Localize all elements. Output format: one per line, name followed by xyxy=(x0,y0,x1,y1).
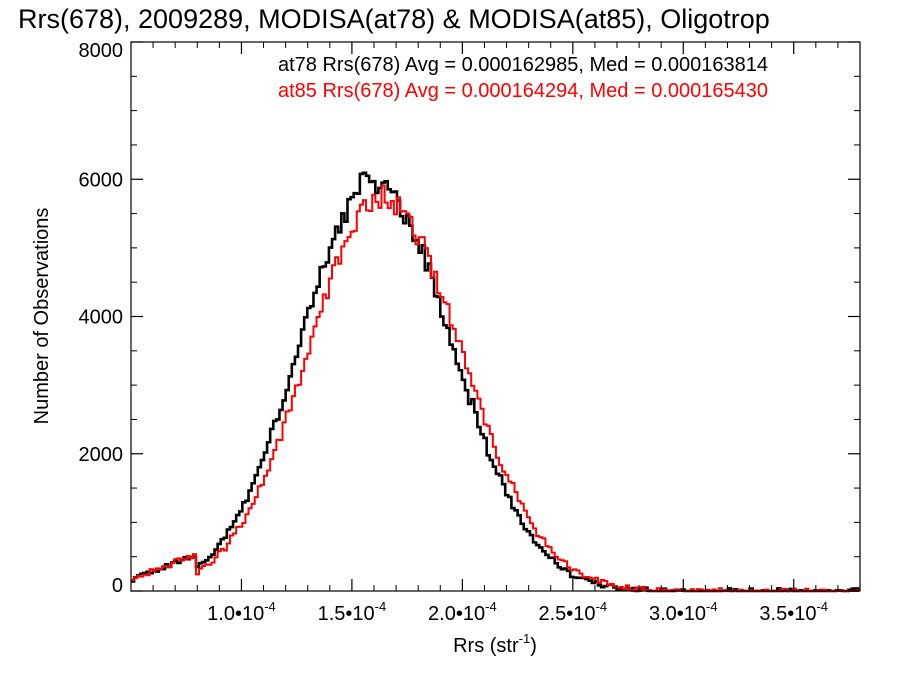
y-tick-label: 2000 xyxy=(79,444,124,466)
axis-ticks xyxy=(131,41,860,592)
y-tick-label: 6000 xyxy=(79,169,124,191)
x-tick-label: 2.5•10-4 xyxy=(539,599,608,625)
x-axis-label-end: ) xyxy=(530,635,537,657)
plot-frame xyxy=(130,41,861,592)
y-tick-label: 4000 xyxy=(79,307,124,329)
y-tick-label: 0 xyxy=(112,575,123,597)
y-tick-label: 8000 xyxy=(79,40,124,62)
series-lines xyxy=(131,171,860,593)
x-tick-label: 3.0•10-4 xyxy=(649,599,718,625)
x-tick-label: 2.0•10-4 xyxy=(428,599,497,625)
x-tick-label: 1.0•10-4 xyxy=(207,599,276,625)
legend-stat-at85: at85 Rrs(678) Avg = 0.000164294, Med = 0… xyxy=(278,80,768,102)
x-tick-label: 3.5•10-4 xyxy=(759,599,828,625)
series-line-at78 xyxy=(131,171,860,593)
x-tick-label: 1.5•10-4 xyxy=(318,599,387,625)
chart-title: Rrs(678), 2009289, MODISA(at78) & MODISA… xyxy=(18,4,770,34)
y-tick-labels: 0 2000 4000 6000 8000 xyxy=(79,40,124,597)
x-axis-label-main: Rrs (str xyxy=(453,635,519,657)
x-tick-labels: 1.0•10-4 1.5•10-4 2.0•10-4 2.5•10-4 3.0•10-4… xyxy=(207,599,828,625)
y-axis-label: Number of Observations xyxy=(31,208,53,425)
legend-stat-at78: at78 Rrs(678) Avg = 0.000162985, Med = 0… xyxy=(278,54,768,76)
x-axis-label-sup: -1 xyxy=(519,631,531,646)
x-axis-label: Rrs (str-1) xyxy=(453,631,537,657)
series-line-at85 xyxy=(131,184,860,592)
